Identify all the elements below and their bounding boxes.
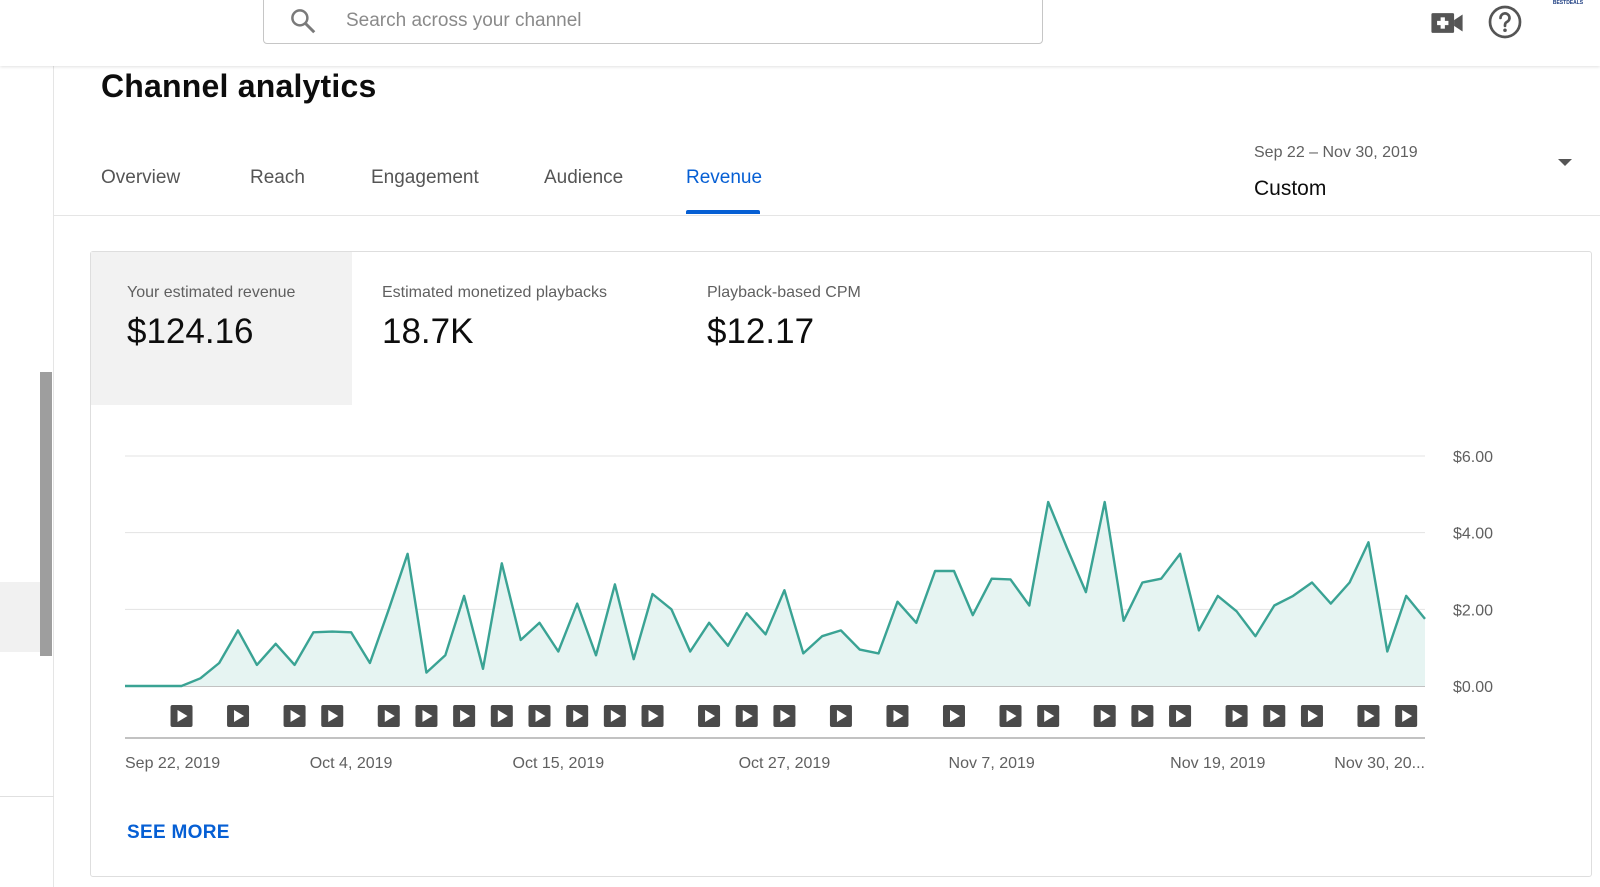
date-preset-label: Custom (1254, 177, 1327, 200)
play-icon (836, 710, 847, 722)
metric-estimated-revenue[interactable]: Your estimated revenue $124.16 (91, 252, 352, 405)
play-icon (1006, 710, 1017, 722)
x-tick-label: Nov 30, 20... (1334, 755, 1425, 772)
tab-engagement[interactable]: Engagement (371, 167, 479, 188)
play-icon (1138, 710, 1149, 722)
metric-label: Estimated monetized playbacks (382, 284, 607, 301)
play-icon (705, 710, 716, 722)
x-tick-label: Sep 22, 2019 (125, 755, 220, 772)
metric-value: $124.16 (127, 312, 254, 351)
play-icon (290, 710, 301, 722)
active-tab-indicator (686, 210, 760, 214)
see-more-link[interactable]: SEE MORE (127, 822, 230, 843)
x-tick-label: Nov 19, 2019 (1170, 755, 1265, 772)
play-icon (535, 710, 546, 722)
play-icon (1176, 710, 1187, 722)
play-icon (422, 710, 433, 722)
y-tick-label: $2.00 (1453, 602, 1493, 619)
play-icon (1307, 710, 1318, 722)
metric-playback-cpm[interactable]: Playback-based CPM $12.17 (671, 252, 931, 405)
revenue-chart: $0.00 $2.00 $4.00 $6.00 Sep 22, 2019 Oct 4, 2… (125, 449, 1493, 772)
tab-audience[interactable]: Audience (544, 167, 624, 188)
page-title: Channel analytics (101, 68, 377, 104)
analytics-tabs: Overview Reach Engagement Audience Reven… (54, 110, 1600, 216)
create-video-icon[interactable] (1430, 6, 1464, 40)
search-input[interactable] (346, 5, 996, 37)
sidebar-divider (0, 796, 54, 797)
play-icon (1044, 710, 1055, 722)
date-range-picker[interactable]: Sep 22 – Nov 30, 2019 Custom (1254, 130, 1594, 200)
tab-reach[interactable]: Reach (250, 167, 305, 188)
sidebar-selected-item[interactable] (0, 582, 40, 652)
play-icon (742, 710, 753, 722)
left-sidebar (0, 66, 54, 887)
play-icon (573, 710, 584, 722)
play-icon (460, 710, 471, 722)
chevron-down-icon[interactable] (1558, 159, 1572, 166)
tab-overview[interactable]: Overview (101, 167, 181, 188)
play-icon (780, 710, 791, 722)
metric-value: 18.7K (382, 312, 474, 351)
date-range-text: Sep 22 – Nov 30, 2019 (1254, 144, 1418, 161)
x-tick-label: Nov 7, 2019 (949, 755, 1035, 772)
search-box[interactable] (263, 0, 1043, 44)
sidebar-scrollbar[interactable] (40, 372, 52, 656)
avatar-text: BESTDEALS (1552, 0, 1584, 6)
y-tick-label: $6.00 (1453, 449, 1493, 466)
x-tick-label: Oct 27, 2019 (739, 755, 831, 772)
metric-value: $12.17 (707, 312, 815, 351)
avatar[interactable]: BESTDEALS (1548, 0, 1588, 22)
play-icon (949, 710, 960, 722)
search-icon (291, 9, 316, 34)
play-icon (1232, 710, 1243, 722)
play-icon (1364, 710, 1375, 722)
play-icon (1402, 710, 1413, 722)
metric-label: Playback-based CPM (707, 284, 861, 301)
x-tick-label: Oct 4, 2019 (310, 755, 393, 772)
y-tick-label: $4.00 (1453, 526, 1493, 543)
play-icon (893, 710, 904, 722)
x-tick-label: Oct 15, 2019 (513, 755, 605, 772)
tab-revenue[interactable]: Revenue (686, 167, 763, 188)
play-icon (648, 710, 659, 722)
metric-monetized-playbacks[interactable]: Estimated monetized playbacks 18.7K (346, 252, 656, 405)
help-icon[interactable] (1487, 4, 1523, 40)
play-icon (384, 710, 395, 722)
play-icon (234, 710, 245, 722)
play-icon (328, 710, 339, 722)
play-icon (497, 710, 508, 722)
series-area (125, 502, 1425, 686)
metric-label: Your estimated revenue (127, 284, 296, 301)
series-line (125, 500, 1426, 688)
play-icon (1270, 710, 1281, 722)
y-tick-label: $0.00 (1453, 679, 1493, 696)
play-icon (610, 710, 621, 722)
revenue-card: Your estimated revenue $124.16 Estimated… (90, 251, 1592, 877)
play-icon (177, 710, 188, 722)
play-icon (1100, 710, 1111, 722)
top-bar: BESTDEALS (0, 0, 1600, 66)
